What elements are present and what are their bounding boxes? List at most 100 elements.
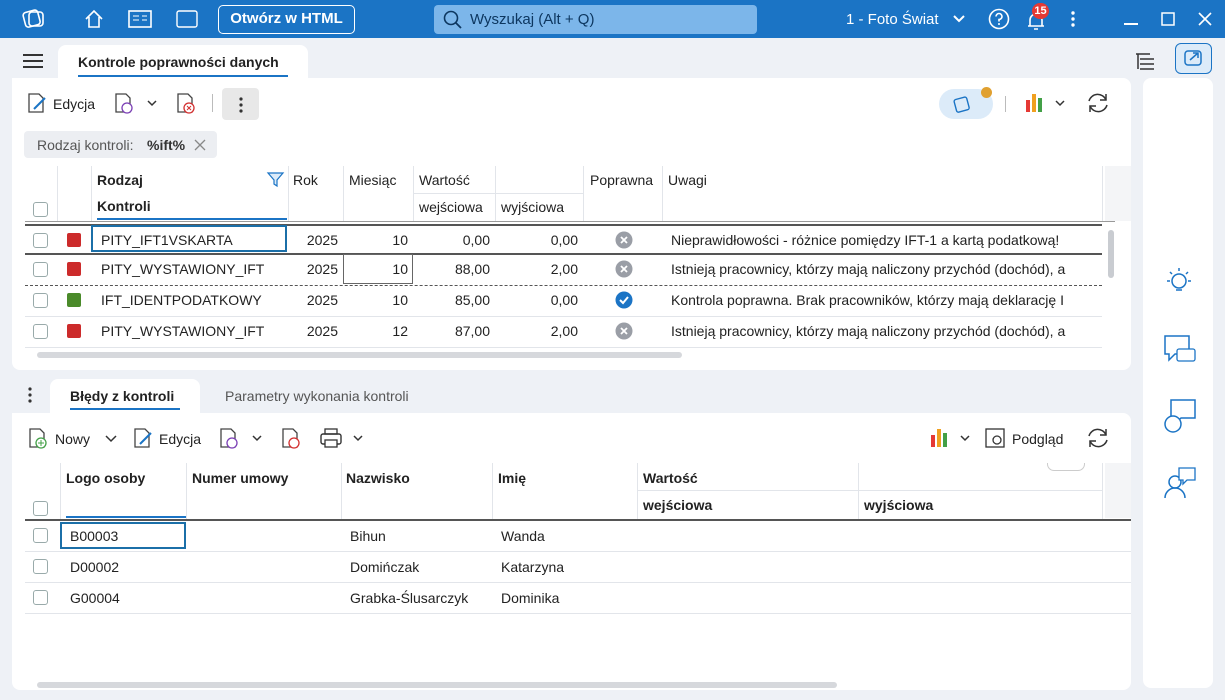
cell-input: 85,00	[413, 292, 490, 308]
preview-button[interactable]: Podgląd	[1012, 431, 1063, 447]
help-chat-icon[interactable]	[1163, 398, 1197, 434]
status-square	[67, 324, 81, 338]
table-row[interactable]: G00004Grabka-ŚlusarczykDominika	[25, 583, 1131, 614]
controls-panel: Edycja Rodzaj kontroli: %ift% RodzajKont…	[12, 78, 1131, 370]
collapse-button	[1047, 463, 1085, 471]
notification-badge: 15	[1032, 3, 1049, 19]
cell-type: PITY_WYSTAWIONY_IFT	[101, 323, 264, 339]
filter-remove[interactable]	[195, 140, 205, 150]
table-row[interactable]: B00003BihunWanda	[25, 521, 1131, 552]
preview-icon	[985, 427, 1007, 449]
cell-input: 88,00	[413, 261, 490, 277]
column-header: Kontroli	[97, 198, 151, 214]
errors-table: Logo osobyNumer umowyNazwiskoImięWartość…	[25, 463, 1131, 678]
column-divider	[60, 463, 61, 519]
table-row[interactable]: IFT_IDENTPODATKOWY20251085,000,00Kontrol…	[25, 286, 1102, 317]
search-placeholder: Wyszukaj (Alt + Q)	[470, 11, 594, 28]
v-scrollbar	[1108, 230, 1114, 278]
info-button[interactable]	[219, 427, 269, 449]
column-header: Imię	[498, 470, 526, 486]
company-dropdown[interactable]	[953, 14, 965, 24]
info-button[interactable]	[114, 92, 164, 114]
main-tab-label: Kontrole poprawności danych	[78, 54, 286, 70]
edit-icon	[26, 92, 48, 114]
delete-button[interactable]	[281, 427, 303, 449]
table-row[interactable]: PITY_WYSTAWIONY_IFT20251088,002,00Istnie…	[25, 255, 1102, 286]
row-checkbox	[33, 590, 48, 605]
consultant-icon[interactable]	[1163, 466, 1197, 500]
errors-panel: Nowy Edycja Podgląd Logo osobyNumer umow…	[12, 413, 1131, 690]
column-header: Wartość	[419, 172, 470, 188]
table-row[interactable]: D00002DomińczakKatarzyna	[25, 552, 1131, 583]
search-icon	[443, 10, 463, 30]
chat-icon[interactable]	[1163, 333, 1197, 367]
invalid-icon	[615, 231, 633, 249]
cell-logo: B00003	[70, 528, 118, 544]
dots	[238, 97, 244, 113]
window-controls[interactable]	[1124, 12, 1214, 26]
column-divider	[858, 463, 859, 519]
column-divider	[343, 166, 344, 221]
share-button[interactable]	[1175, 43, 1212, 74]
lower-tab-active[interactable]: Błędy z kontroli	[50, 379, 200, 415]
refresh-button[interactable]	[1086, 91, 1110, 115]
cell-type: IFT_IDENTPODATKOWY	[101, 292, 262, 308]
filter-icon	[267, 171, 285, 189]
column-divider	[662, 166, 663, 221]
cell-surname: Domińczak	[350, 559, 419, 575]
edit-button[interactable]: Edycja	[53, 96, 95, 112]
help-icon[interactable]	[988, 8, 1010, 30]
row-checkbox	[33, 293, 48, 308]
filter-chip[interactable]: Rodzaj kontroli: %ift%	[24, 131, 217, 158]
open-html-button[interactable]: Otwórz w HTML	[218, 5, 355, 34]
view-toggle[interactable]	[939, 89, 993, 119]
home-icon[interactable]	[84, 9, 104, 29]
delete-button[interactable]	[176, 92, 198, 114]
row-checkbox	[33, 262, 48, 277]
column-header: Poprawna	[590, 172, 653, 188]
status-square	[67, 293, 81, 307]
cell-output: 0,00	[495, 232, 578, 248]
controls-table: RodzajKontroliRokMiesiącWartośćwejściowa…	[25, 166, 1131, 362]
cell-year: 2025	[288, 292, 338, 308]
tab-underline	[78, 75, 288, 77]
table-row[interactable]: PITY_IFT1VSKARTA2025100,000,00Nieprawidł…	[25, 224, 1102, 255]
row-checkbox	[33, 324, 48, 339]
bc-icon[interactable]	[176, 10, 198, 28]
h-scrollbar	[37, 682, 837, 688]
chart-button[interactable]	[930, 427, 972, 449]
title-bar: Otwórz w HTML Wyszukaj (Alt + Q) 1 - Fot…	[0, 0, 1225, 38]
new-dropdown[interactable]	[105, 435, 117, 443]
refresh-button[interactable]	[1086, 426, 1110, 450]
cell-month: 12	[343, 323, 408, 339]
edit-button[interactable]: Edycja	[159, 431, 201, 447]
tree-icon[interactable]	[1134, 51, 1156, 71]
hamburger-menu[interactable]	[23, 54, 43, 68]
more-menu[interactable]	[1070, 10, 1076, 28]
cell-month: 10	[343, 232, 408, 248]
company-name[interactable]: 1 - Foto Świat	[846, 11, 939, 28]
search-box[interactable]: Wyszukaj (Alt + Q)	[434, 5, 757, 34]
lower-more[interactable]	[27, 387, 33, 403]
chart-button[interactable]	[1025, 92, 1067, 114]
scroll-left	[1105, 463, 1131, 518]
cell-input: 87,00	[413, 323, 490, 339]
more-toolbar[interactable]	[222, 88, 259, 120]
column-header: Wartość	[643, 470, 698, 486]
cell-surname: Grabka-Ślusarczyk	[350, 590, 468, 606]
cell-output: 0,00	[495, 292, 578, 308]
lower-tab[interactable]: Parametry wykonania kontroli	[225, 388, 409, 404]
valid-icon	[615, 291, 633, 309]
main-tab[interactable]: Kontrole poprawności danych	[58, 45, 308, 79]
column-header: Miesiąc	[349, 172, 396, 188]
new-button[interactable]: Nowy	[55, 431, 90, 447]
table-row[interactable]: PITY_WYSTAWIONY_IFT20251287,002,00Istnie…	[25, 317, 1102, 348]
invalid-icon	[615, 322, 633, 340]
list-icon[interactable]	[128, 9, 152, 29]
cell-year: 2025	[288, 323, 338, 339]
h-scrollbar	[37, 352, 682, 358]
tips-icon[interactable]	[1165, 268, 1193, 296]
print-button[interactable]	[320, 427, 366, 449]
indicator	[981, 87, 992, 98]
column-divider	[492, 463, 493, 519]
